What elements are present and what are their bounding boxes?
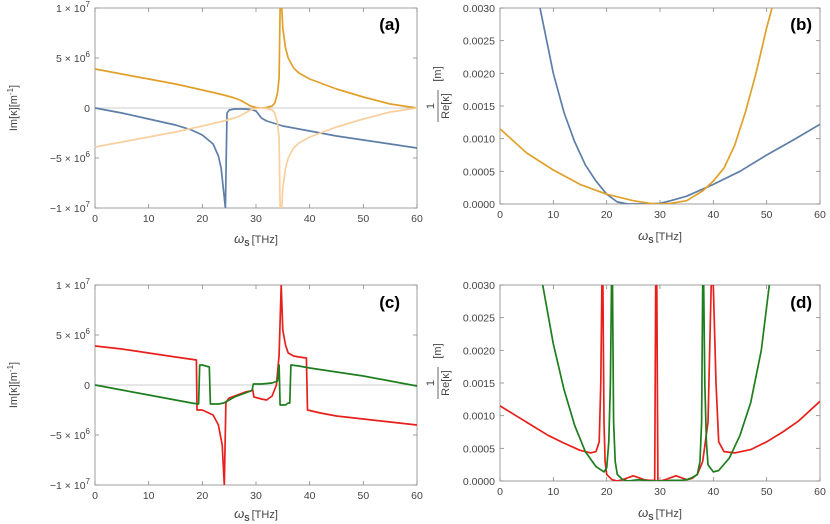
panel-a-ticks: 0 10 20 30 40 50 60 −1 × 107 −5 × 106 0 5 × 106 1 ×…	[50, 0, 423, 225]
panel-b-ytick-label: 0.0015	[463, 101, 495, 113]
panel-d-xlabel: ωS [THz]	[638, 505, 682, 522]
panel-c-xtick-label: 0	[92, 490, 98, 502]
panel-a-ytick-label: 0	[84, 103, 90, 115]
panel-b-series	[500, 8, 820, 204]
panel-b-xtick-label: 40	[707, 209, 719, 221]
panel-a-xtick-label: 20	[196, 213, 208, 225]
panel-d: 0 10 20 30 40 50 60 0.0000 0.0005 0.0010 0.0015 0.0…	[425, 280, 826, 522]
panel-d-ylabel: 1 Re[κ] [m]	[425, 343, 452, 399]
panel-b-xlabel: ωS [THz]	[638, 228, 682, 245]
panel-d-ytick-label: 0.0015	[463, 378, 495, 390]
panel-c-xtick-label: 30	[250, 490, 262, 502]
panel-d-xtick-label: 50	[761, 486, 773, 498]
panel-b-ytick-label: 0.0025	[463, 36, 495, 48]
panel-b-xtick-label: 30	[654, 209, 666, 221]
panel-b-ytick-label: 0.0000	[463, 199, 495, 211]
panel-b-series-orange	[500, 8, 773, 204]
panel-a-ytick-label: 5 × 106	[56, 50, 91, 65]
panel-b-ticks: 0 10 20 30 40 50 60 0.0000 0.0005 0.0010 0.0015 0.0…	[463, 3, 826, 221]
panel-d-ytick-label: 0.0020	[463, 345, 495, 357]
panel-d-xtick-label: 30	[654, 486, 666, 498]
panel-c-xtick-label: 10	[143, 490, 155, 502]
panel-b-ylabel-num: 1	[425, 103, 437, 109]
panel-c-series	[95, 285, 417, 485]
panel-a: 0 10 20 30 40 50 60 −1 × 107 −5 × 106 0 5 × 106 1 ×…	[6, 0, 423, 248]
panel-b-ylabel: 1 Re[κ] [m]	[425, 66, 452, 122]
panel-c-xtick-label: 40	[304, 490, 316, 502]
panel-c-ylabel: Im[κ][m-1]	[6, 362, 20, 408]
panel-b-xtick-label: 20	[601, 209, 613, 221]
panel-a-ylabel: Im[κ][m-1]	[6, 85, 20, 131]
panel-b-ytick-label: 0.0030	[463, 3, 495, 15]
panel-d-ylabel-num: 1	[425, 380, 437, 386]
panel-a-xtick-label: 60	[411, 213, 423, 225]
panel-a-ytick-label: −5 × 106	[50, 150, 91, 165]
panel-c-ytick-label: −1 × 107	[50, 477, 91, 492]
panel-b-xtick-label: 0	[497, 209, 503, 221]
panel-c-xtick-label: 50	[357, 490, 369, 502]
panel-d-xtick-label: 20	[601, 486, 613, 498]
panel-d-ylabel-unit: [m]	[432, 343, 444, 358]
panel-d-label: (d)	[790, 293, 812, 312]
panel-a-xtick-label: 40	[304, 213, 316, 225]
panel-b-ytick-label: 0.0005	[463, 166, 495, 178]
panel-b-series-blue	[539, 8, 820, 204]
panel-a-series-orange-light	[95, 107, 417, 208]
panel-a-xtick-label: 10	[143, 213, 155, 225]
panel-a-series	[95, 8, 417, 208]
panel-a-xtick-label: 50	[357, 213, 369, 225]
panel-b-ylabel-den: Re[κ]	[440, 93, 452, 119]
panel-b-ytick-label: 0.0020	[463, 68, 495, 80]
panel-d-series	[500, 285, 820, 481]
panel-d-ytick-label: 0.0000	[463, 476, 495, 488]
panel-c-ytick-label: 1 × 107	[56, 277, 91, 292]
panel-a-xlabel: ωS [THz]	[234, 231, 278, 248]
panel-b-label: (b)	[790, 15, 812, 34]
panel-b: 0 10 20 30 40 50 60 0.0000 0.0005 0.0010 0.0015 0.0…	[425, 3, 826, 245]
panel-c: 0 10 20 30 40 50 60 −1 × 107 −5 × 106 0 5 × 106 1 ×…	[6, 277, 423, 523]
panel-b-ylabel-unit: [m]	[432, 66, 444, 81]
panel-b-xtick-label: 10	[547, 209, 559, 221]
panel-b-xtick-label: 50	[761, 209, 773, 221]
panel-c-ytick-label: 5 × 106	[56, 327, 91, 342]
panel-c-ytick-label: −5 × 106	[50, 427, 91, 442]
panel-d-ticks: 0 10 20 30 40 50 60 0.0000 0.0005 0.0010 0.0015 0.0…	[463, 280, 826, 498]
panel-c-xlabel: ωS [THz]	[234, 506, 278, 523]
panel-b-frame	[499, 7, 821, 205]
panel-c-xtick-label: 60	[411, 490, 423, 502]
panel-a-xtick-label: 0	[92, 213, 98, 225]
panel-c-series-red	[95, 285, 417, 485]
panel-d-xtick-label: 10	[547, 486, 559, 498]
panel-c-label: (c)	[379, 293, 400, 312]
panel-d-series-green	[541, 285, 771, 481]
panel-c-series-green	[95, 364, 417, 406]
panel-d-xtick-label: 0	[497, 486, 503, 498]
panel-d-xtick-label: 40	[707, 486, 719, 498]
panel-d-ytick-label: 0.0005	[463, 443, 495, 455]
panel-a-xtick-label: 30	[250, 213, 262, 225]
panel-a-ytick-label: 1 × 107	[56, 0, 91, 15]
panel-d-series-red	[500, 285, 820, 481]
panel-d-ytick-label: 0.0010	[463, 411, 495, 423]
panel-c-ytick-label: 0	[84, 380, 90, 392]
panel-c-ticks: 0 10 20 30 40 50 60 −1 × 107 −5 × 106 0 5 × 106 1 ×…	[50, 277, 423, 502]
panel-d-ylabel-den: Re[κ]	[440, 370, 452, 396]
panel-d-ytick-label: 0.0025	[463, 313, 495, 325]
panel-d-xtick-label: 60	[814, 486, 826, 498]
panel-a-ytick-label: −1 × 107	[50, 200, 91, 215]
panel-a-label: (a)	[379, 15, 400, 34]
panel-b-xtick-label: 60	[814, 209, 826, 221]
panel-a-series-blue	[95, 107, 417, 208]
panel-c-xtick-label: 20	[196, 490, 208, 502]
panel-d-ytick-label: 0.0030	[463, 280, 495, 292]
panel-a-series-orange	[95, 8, 417, 109]
panel-b-ytick-label: 0.0010	[463, 134, 495, 146]
